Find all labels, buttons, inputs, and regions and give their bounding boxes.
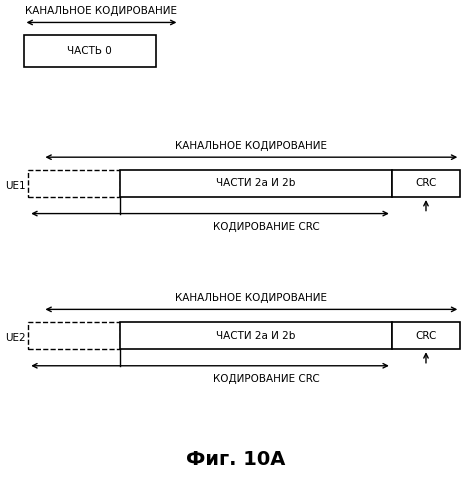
Text: Фиг. 10А: Фиг. 10А <box>186 450 286 469</box>
Text: ЧАСТИ 2а И 2b: ЧАСТИ 2а И 2b <box>216 178 296 189</box>
Bar <box>28 170 120 197</box>
Bar <box>120 322 392 349</box>
Bar <box>28 322 120 349</box>
Bar <box>24 35 156 67</box>
Bar <box>392 322 460 349</box>
Text: КАНАЛЬНОЕ КОДИРОВАНИЕ: КАНАЛЬНОЕ КОДИРОВАНИЕ <box>175 293 328 303</box>
Bar <box>120 170 392 197</box>
Text: ЧАСТИ 2а И 2b: ЧАСТИ 2а И 2b <box>216 330 296 341</box>
Text: UE1: UE1 <box>5 181 25 191</box>
Text: ЧАСТЬ 0: ЧАСТЬ 0 <box>67 46 112 56</box>
Text: КОДИРОВАНИЕ CRC: КОДИРОВАНИЕ CRC <box>213 374 320 384</box>
Text: КАНАЛЬНОЕ КОДИРОВАНИЕ: КАНАЛЬНОЕ КОДИРОВАНИЕ <box>25 6 177 16</box>
Text: UE2: UE2 <box>5 333 25 343</box>
Text: CRC: CRC <box>415 178 437 189</box>
Text: КОДИРОВАНИЕ CRC: КОДИРОВАНИЕ CRC <box>213 222 320 232</box>
Bar <box>392 170 460 197</box>
Text: КАНАЛЬНОЕ КОДИРОВАНИЕ: КАНАЛЬНОЕ КОДИРОВАНИЕ <box>175 141 328 151</box>
Text: CRC: CRC <box>415 330 437 341</box>
